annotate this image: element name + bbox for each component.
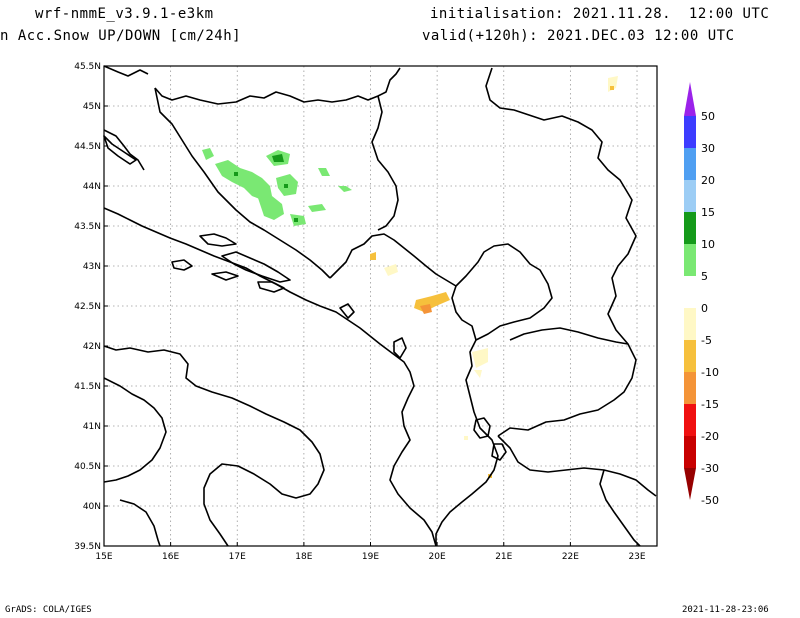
colorbar-label: 0	[701, 302, 708, 315]
colorbar-label: -15	[701, 398, 719, 411]
colorbar-label: 30	[701, 142, 715, 155]
colorbar-swatch	[684, 148, 696, 180]
snow-area-negative	[464, 436, 468, 440]
lat-tick-label: 39.5N	[74, 542, 101, 552]
lat-tick-label: 44.5N	[74, 142, 101, 152]
lon-tick-label: 15E	[95, 552, 112, 562]
snow-area-positive	[308, 204, 326, 212]
snow-area-negative	[384, 264, 398, 276]
colorbar-label: -50	[701, 494, 719, 507]
snow-area-negative	[610, 86, 614, 90]
lon-tick-labels: 15E 16E 17E 18E 19E 20E 21E 22E 23E	[95, 542, 646, 562]
lat-tick-labels: 45.5N 45N 44.5N 44N 43.5N 43N 42.5N 42N 41.5N 41N…	[74, 62, 108, 552]
snow-area-positive	[338, 186, 352, 192]
colorbar-label: -30	[701, 462, 719, 475]
init-time: initialisation: 2021.11.28. 12:00 UTC	[430, 6, 770, 22]
lon-tick-label: 20E	[429, 552, 446, 562]
snow-area-positive	[258, 196, 284, 220]
gridlines	[104, 66, 657, 546]
snow-area-negative	[474, 370, 482, 378]
coastlines-and-borders	[103, 65, 657, 547]
colorbar-swatch	[684, 308, 696, 340]
colorbar-label: 50	[701, 110, 715, 123]
lon-tick-label: 23E	[628, 552, 645, 562]
timestamp-label: 2021-11-28-23:06	[682, 605, 769, 615]
lat-tick-label: 45N	[83, 102, 101, 112]
lon-tick-label: 21E	[495, 552, 512, 562]
snow-area-positive	[284, 184, 288, 188]
colorbar-label: 15	[701, 206, 715, 219]
lat-tick-label: 42N	[83, 342, 101, 352]
lat-tick-label: 43N	[83, 262, 101, 272]
variable-title: n Acc.Snow UP/DOWN [cm/24h]	[0, 28, 242, 44]
credit-label: GrADS: COLA/IGES	[5, 605, 92, 615]
valid-time: valid(+120h): 2021.DEC.03 12:00 UTC	[422, 28, 735, 44]
colorbar-label: 20	[701, 174, 715, 187]
snow-area-positive	[294, 218, 298, 222]
lat-tick-label: 44N	[83, 182, 101, 192]
snow-area-negative	[472, 348, 488, 368]
colorbar-swatch	[684, 372, 696, 404]
colorbar-label: 10	[701, 238, 715, 251]
colorbar-swatch	[684, 276, 696, 308]
lat-tick-label: 43.5N	[74, 222, 101, 232]
lon-tick-label: 16E	[162, 552, 179, 562]
snow-area-negative	[370, 252, 376, 260]
lat-tick-label: 41.5N	[74, 382, 101, 392]
model-title: wrf-nmmE_v3.9.1-e3km	[35, 6, 214, 22]
colorbar-label: -20	[701, 430, 719, 443]
colorbar-label: -5	[701, 334, 712, 347]
lon-tick-label: 17E	[229, 552, 246, 562]
colorbar-swatch	[684, 244, 696, 276]
lat-tick-label: 45.5N	[74, 62, 101, 72]
map-frame	[103, 65, 658, 547]
colorbar-swatch	[684, 340, 696, 372]
lon-tick-label: 19E	[362, 552, 379, 562]
lat-tick-label: 40N	[83, 502, 101, 512]
colorbar-swatch	[684, 212, 696, 244]
snow-area-positive	[272, 154, 284, 162]
lat-tick-label: 40.5N	[74, 462, 101, 472]
snow-area-positive	[318, 168, 330, 176]
colorbar-swatch	[684, 436, 696, 468]
snow-area-negative	[420, 304, 432, 314]
snow-area-negative	[414, 292, 450, 312]
colorbar-swatch	[684, 180, 696, 212]
snow-area-positive	[202, 148, 214, 160]
colorbar-label: -10	[701, 366, 719, 379]
snow-area-positive	[234, 172, 238, 176]
lon-tick-label: 18E	[295, 552, 312, 562]
colorbar-label: 5	[701, 270, 708, 283]
lat-tick-label: 41N	[83, 422, 101, 432]
colorbar-swatch	[684, 116, 696, 148]
colorbar-arrow-bottom	[684, 468, 696, 500]
colorbar-arrow-top	[684, 82, 696, 116]
lat-tick-label: 42.5N	[74, 302, 101, 312]
snow-fields	[202, 76, 618, 478]
snow-area-positive	[215, 160, 272, 200]
colorbar-swatch	[684, 404, 696, 436]
lon-tick-label: 22E	[562, 552, 579, 562]
